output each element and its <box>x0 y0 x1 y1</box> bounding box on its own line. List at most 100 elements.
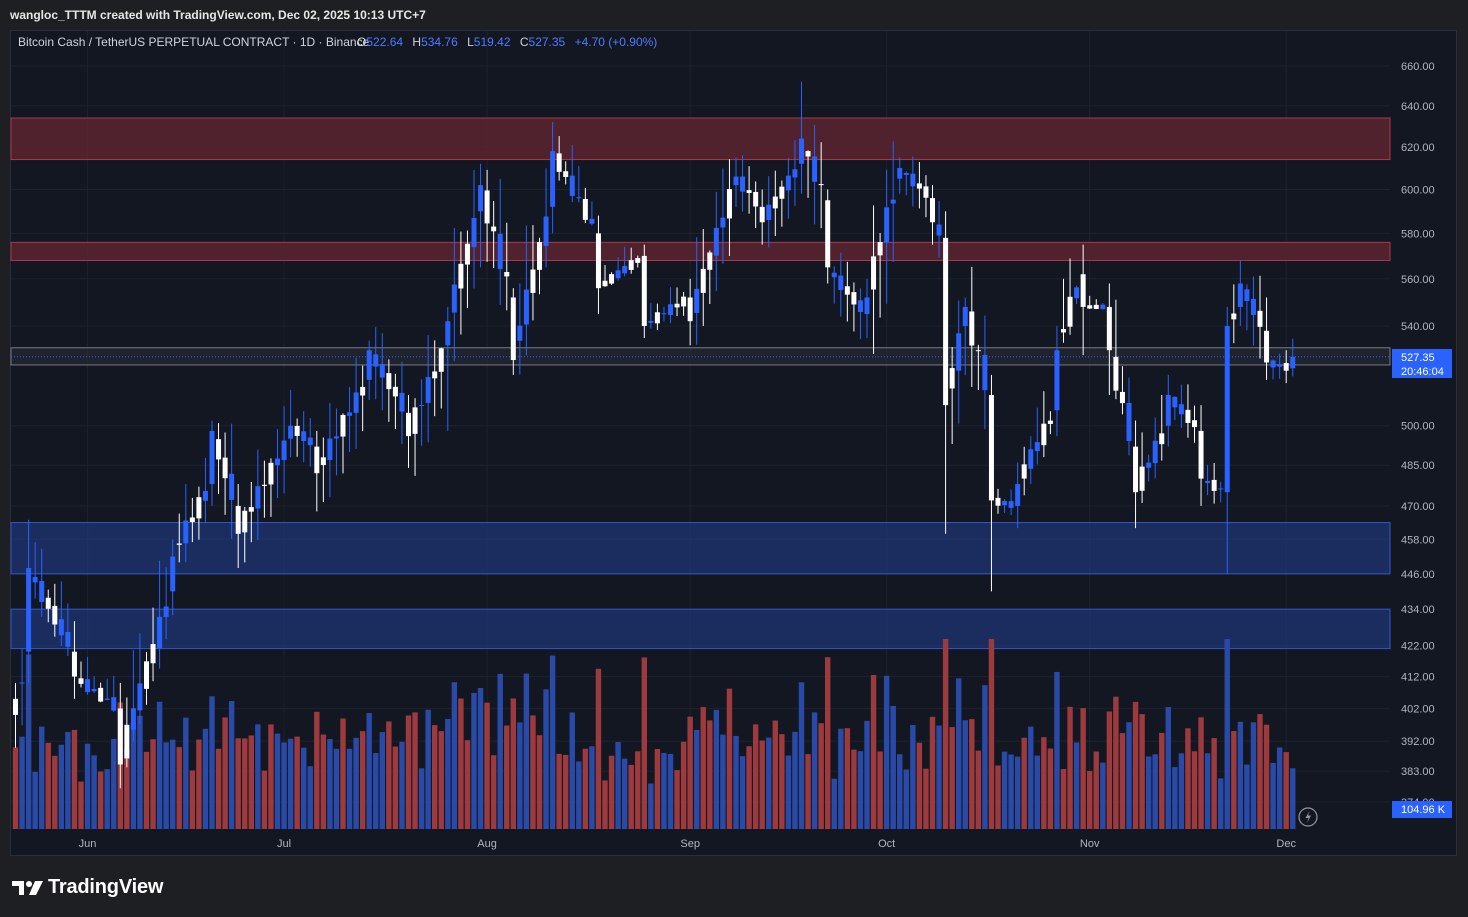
candle-body <box>864 297 870 315</box>
time-tick-label: Aug <box>477 838 497 850</box>
volume-bar <box>163 742 169 829</box>
candle-body <box>189 517 195 523</box>
volume-bar <box>287 738 294 829</box>
volume-bar <box>97 771 104 829</box>
candle-body <box>261 484 267 486</box>
price-tick-label: 422.00 <box>1401 641 1435 653</box>
candle-body <box>576 197 582 199</box>
candle-body <box>831 272 837 278</box>
volume-bar <box>641 657 647 829</box>
price-tick-label: 434.00 <box>1401 604 1435 616</box>
volume-bar <box>1067 706 1073 829</box>
candle-body <box>26 568 32 652</box>
volume-bar <box>445 718 451 829</box>
candle-body <box>988 394 994 501</box>
candle-body <box>1133 446 1139 493</box>
candle-body <box>962 306 968 326</box>
volume-bar <box>975 750 982 829</box>
volume-bar <box>661 752 667 829</box>
candle-body <box>523 289 529 325</box>
volume-bar <box>412 712 418 829</box>
candle-body <box>294 425 300 436</box>
candle-body <box>844 286 850 295</box>
volume-bar <box>1028 726 1034 829</box>
volume-bar <box>12 747 19 829</box>
candle-body <box>314 446 320 474</box>
volume-bar <box>792 731 798 829</box>
candle-body <box>1231 313 1237 320</box>
volume-bar <box>228 701 235 829</box>
candle-body <box>71 651 77 677</box>
volume-bar <box>1034 755 1040 829</box>
candle-body <box>1008 501 1014 508</box>
volume-bar <box>635 751 641 829</box>
candle-body <box>379 363 385 378</box>
candle-body <box>1178 404 1184 415</box>
volume-bar <box>1165 707 1171 829</box>
candle-body <box>930 198 935 223</box>
price-tick-label: 560.00 <box>1401 274 1435 286</box>
candle-body <box>897 168 903 179</box>
volume-bar <box>1218 778 1224 829</box>
tradingview-logo[interactable]: TradingView <box>12 876 163 899</box>
candle-body <box>943 237 949 406</box>
candle-body <box>1205 480 1211 484</box>
time-tick-label: Nov <box>1080 838 1100 850</box>
candle-body <box>255 486 261 509</box>
candle-body <box>458 263 464 289</box>
candle-body <box>32 576 38 583</box>
candle-body <box>1250 298 1256 315</box>
volume-bar <box>890 705 896 829</box>
candle-body <box>785 175 791 191</box>
last-price-badge: 527.35 20:46:04 <box>1392 349 1452 378</box>
chart-frame[interactable] <box>10 30 1457 856</box>
volume-bar <box>752 724 759 829</box>
candle-body <box>111 697 117 711</box>
candle-body <box>733 176 739 186</box>
candle-body <box>340 414 346 437</box>
volume-bar <box>1132 701 1139 829</box>
volume-bar <box>248 735 254 829</box>
lightning-icon[interactable] <box>1298 807 1318 827</box>
volume-bar <box>32 771 38 829</box>
candle-body <box>78 678 84 684</box>
candle-body <box>150 644 156 664</box>
candle-body <box>694 288 700 313</box>
volume-bar <box>1126 722 1132 829</box>
volume-bar <box>484 702 490 829</box>
volume-bar <box>281 742 287 829</box>
candle-body <box>1185 409 1191 424</box>
candle-body <box>1159 433 1165 445</box>
footer <box>0 857 1468 917</box>
candle-body <box>1270 360 1276 368</box>
volume-bar <box>838 728 844 829</box>
volume-bar <box>432 725 438 829</box>
volume-bar <box>274 733 281 829</box>
legend-symbol: Bitcoin Cash / TetherUS PERPETUAL CONTRA… <box>18 35 370 49</box>
candle-body <box>432 371 438 379</box>
volume-bar <box>255 724 261 829</box>
legend-c-label: C <box>520 35 529 49</box>
candle-body <box>98 687 104 702</box>
candle-body <box>1257 310 1263 327</box>
candle-body <box>628 260 634 270</box>
volume-bar <box>1270 762 1276 829</box>
price-axis[interactable]: 660.00 640.00 620.00 600.00 580.00 560.00 540.… <box>1401 61 1435 809</box>
volume-bar <box>556 753 562 829</box>
candle-body <box>975 350 981 352</box>
candle-body <box>799 138 804 164</box>
candle-body <box>753 191 759 207</box>
candle-body <box>144 661 149 689</box>
candle-body <box>995 497 1001 506</box>
time-axis[interactable]: Jun Jul Aug Sep Oct Nov Dec <box>79 838 1297 850</box>
price-tick-label: 383.00 <box>1401 766 1435 778</box>
volume-bar <box>111 738 117 829</box>
volume-bar <box>667 753 674 829</box>
volume-bar <box>956 678 962 829</box>
candle-body <box>176 543 182 545</box>
volume-bar <box>438 731 444 829</box>
zone-support <box>10 522 1391 575</box>
volume-bar <box>353 737 359 829</box>
candle-body <box>726 189 732 219</box>
